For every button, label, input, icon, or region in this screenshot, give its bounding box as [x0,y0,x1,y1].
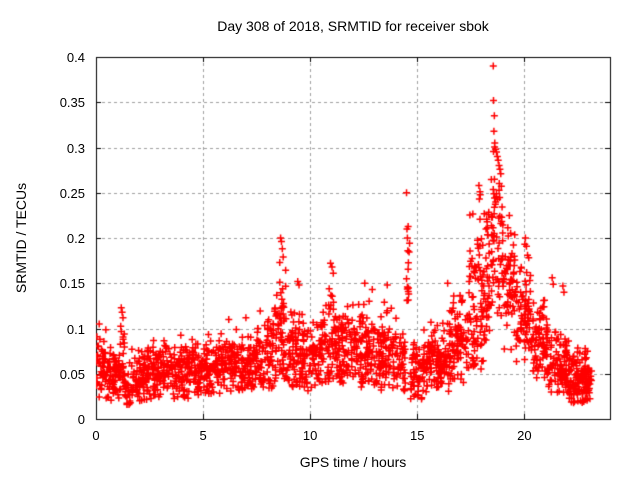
chart-title: Day 308 of 2018, SRMTID for receiver sbo… [217,18,489,34]
x-axis-label: GPS time / hours [299,454,407,470]
y-tick-label: 0.4 [66,50,85,65]
y-tick-label: 0.15 [59,276,85,292]
y-tick-label: 0.05 [59,366,85,382]
y-tick-label: 0.1 [66,321,85,337]
y-tick-label: 0.25 [59,185,85,201]
y-tick-label: 0.2 [66,231,85,246]
x-tick-label: 0 [92,428,100,443]
x-tick-label: 20 [517,428,532,443]
y-tick-label: 0.35 [59,95,85,111]
x-tick-label: 10 [302,428,318,443]
x-tick-label: 5 [199,428,207,443]
y-tick-label: 0 [77,412,85,427]
y-tick-label: 0.3 [66,140,85,156]
x-tick-label: 15 [410,428,425,443]
